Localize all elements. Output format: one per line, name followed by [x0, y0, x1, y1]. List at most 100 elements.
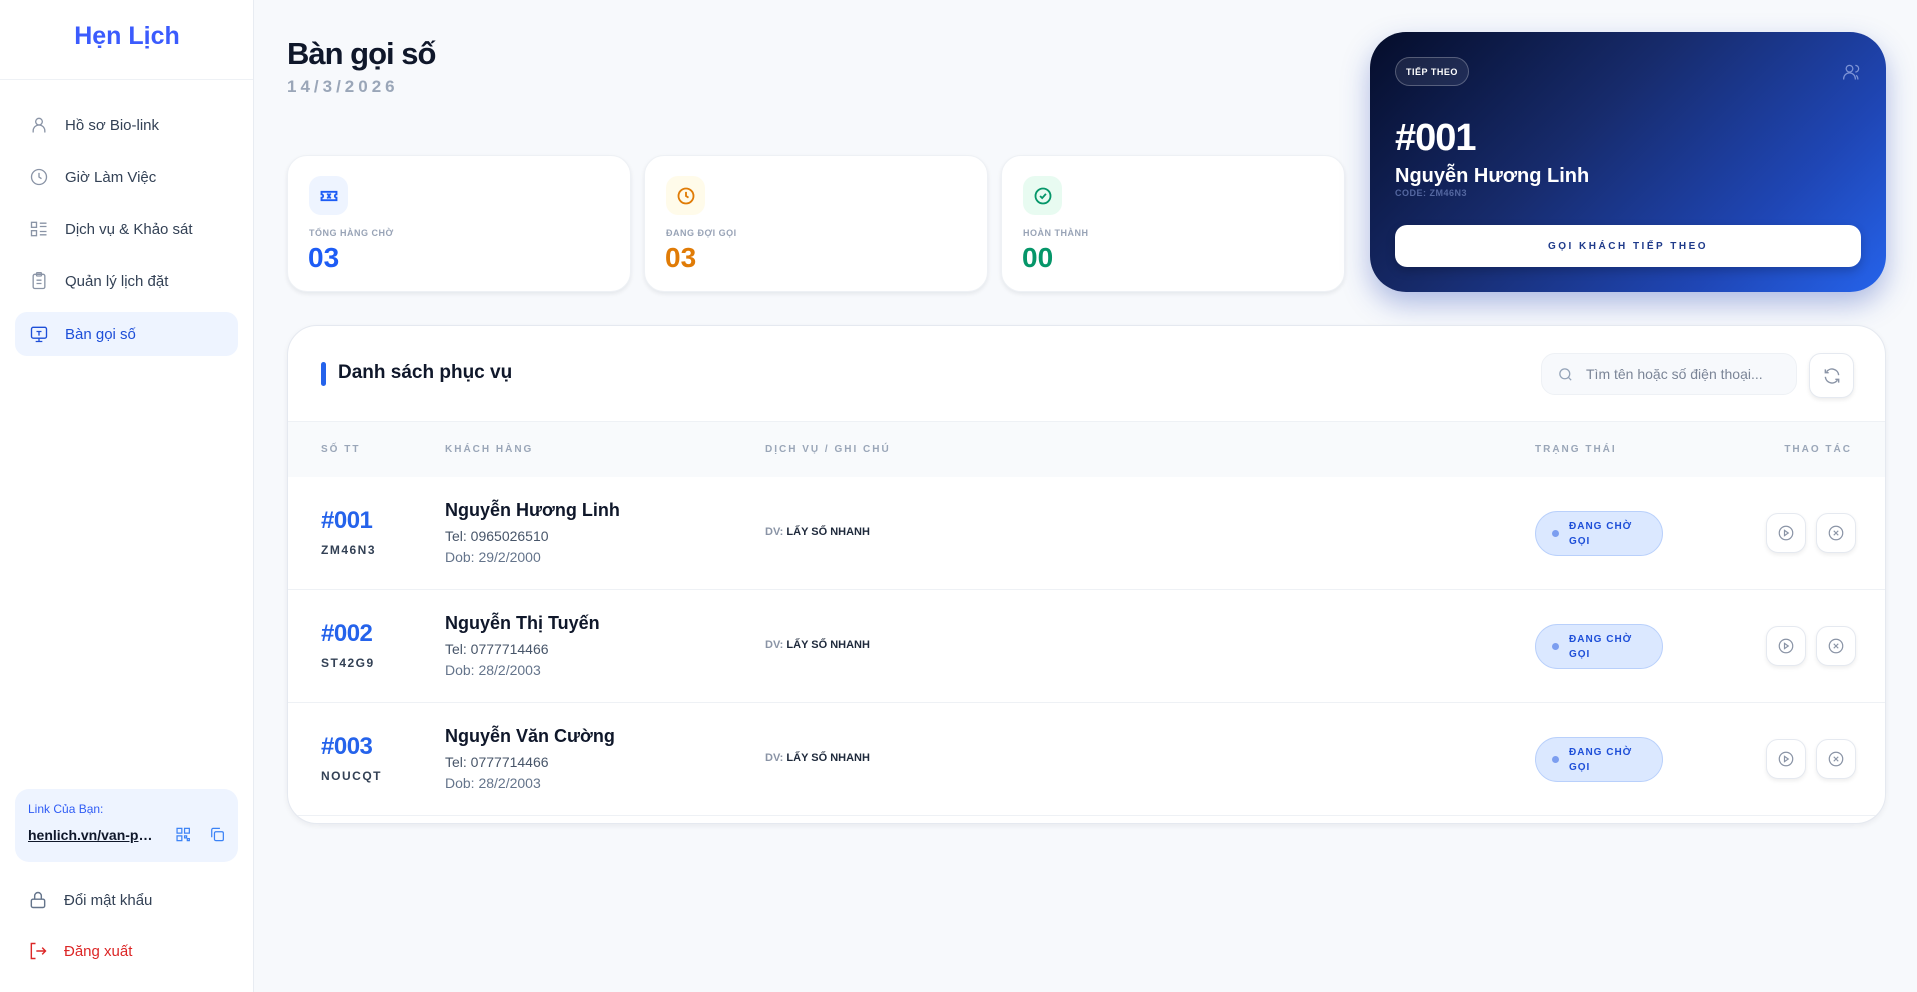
ticket-icon — [320, 190, 337, 201]
customer-name: Nguyễn Văn Cường — [445, 726, 615, 746]
sidebar-item-working-hours[interactable]: Giờ Làm Việc — [15, 155, 238, 199]
refresh-icon — [1824, 367, 1839, 384]
customer-name: Nguyễn Hương Linh — [445, 500, 620, 520]
x-circle-icon — [1828, 525, 1844, 541]
next-number: #001 — [1395, 117, 1477, 159]
call-button[interactable] — [1766, 626, 1806, 666]
service-name: LẤY SỐ NHANH — [786, 639, 870, 651]
copy-icon[interactable] — [209, 826, 225, 843]
next-customer-card: TIẾP THEO #001 Nguyễn Hương Linh CODE: Z… — [1370, 32, 1886, 292]
call-button[interactable] — [1766, 739, 1806, 779]
cancel-button[interactable] — [1816, 626, 1856, 666]
check-circle-icon — [1034, 187, 1051, 204]
status-dot — [1552, 756, 1559, 763]
list-title: Danh sách phục vụ — [338, 362, 513, 383]
logout-label: Đăng xuất — [64, 942, 133, 960]
column-header: DỊCH VỤ / GHI CHÚ — [765, 444, 891, 455]
customer-code: NOUCQT — [321, 769, 382, 783]
stat-card-waiting: ĐANG ĐỢI GỌI 03 — [644, 155, 988, 292]
status-badge: ĐANG CHỜ GỌI — [1535, 511, 1663, 556]
column-header: SỐ TT — [321, 444, 361, 455]
your-link-box: Link Của Bạn: henlich.vn/van-ph... — [15, 789, 238, 862]
column-header: TRẠNG THÁI — [1535, 444, 1617, 455]
service-name: LẤY SỐ NHANH — [786, 526, 870, 538]
table-row: #002 ST42G9 Nguyễn Thị Tuyến Tel: 077771… — [288, 590, 1885, 703]
service-label: DV: — [765, 526, 784, 538]
sidebar-item-label: Quản lý lịch đặt — [65, 272, 169, 290]
stat-card-total: TỔNG HÀNG CHỜ 03 — [287, 155, 631, 292]
status-text: ĐANG CHỜ GỌI — [1569, 520, 1633, 547]
customer-code: ZM46N3 — [321, 543, 377, 557]
customer-dob: Dob: 29/2/2000 — [445, 549, 541, 565]
status-badge: ĐANG CHỜ GỌI — [1535, 624, 1663, 669]
stat-card-completed: HOÀN THÀNH 00 — [1001, 155, 1345, 292]
page-title: Bàn gọi số — [287, 36, 436, 71]
sidebar: Hẹn Lịch Hồ sơ Bio-link Giờ Làm Việc Dịc… — [0, 0, 254, 992]
call-button[interactable] — [1766, 513, 1806, 553]
list-icon — [30, 221, 47, 237]
service-name: LẤY SỐ NHANH — [786, 752, 870, 764]
search-icon — [1559, 367, 1572, 381]
service-label: DV: — [765, 752, 784, 764]
sidebar-item-label: Hồ sơ Bio-link — [65, 116, 160, 134]
status-text: ĐANG CHỜ GỌI — [1569, 746, 1633, 773]
sidebar-item-label: Dịch vụ & Khảo sát — [65, 220, 193, 238]
search-box[interactable] — [1541, 353, 1797, 395]
divider — [0, 79, 253, 80]
status-text: ĐANG CHỜ GỌI — [1569, 633, 1633, 660]
x-circle-icon — [1828, 638, 1844, 654]
sidebar-item-bookings[interactable]: Quản lý lịch đặt — [15, 259, 238, 303]
table-header: SỐ TT KHÁCH HÀNG DỊCH VỤ / GHI CHÚ TRẠNG… — [288, 421, 1885, 477]
status-dot — [1552, 643, 1559, 650]
customer-code: ST42G9 — [321, 656, 375, 670]
logo[interactable]: Hẹn Lịch — [74, 22, 180, 50]
stat-label: HOÀN THÀNH — [1023, 228, 1089, 238]
column-header: THAO TÁC — [1784, 444, 1852, 455]
status-badge: ĐANG CHỜ GỌI — [1535, 737, 1663, 782]
queue-number: #003 — [321, 733, 373, 760]
change-password-button[interactable]: Đổi mật khẩu — [28, 890, 152, 910]
page-date: 14/3/2026 — [287, 77, 399, 96]
next-badge: TIẾP THEO — [1395, 57, 1469, 86]
service-note: DV: LẤY SỐ NHANH — [765, 752, 870, 764]
queue-number: #002 — [321, 620, 373, 647]
sidebar-item-services[interactable]: Dịch vụ & Khảo sát — [15, 207, 238, 251]
table-row: #003 NOUCQT Nguyễn Văn Cường Tel: 077771… — [288, 703, 1885, 816]
customer-phone: Tel: 0965026510 — [445, 528, 549, 544]
next-name: Nguyễn Hương Linh — [1395, 165, 1590, 187]
sidebar-item-label: Giờ Làm Việc — [65, 168, 157, 186]
service-list-panel: Danh sách phục vụ SỐ TT KHÁCH HÀNG DỊCH … — [287, 325, 1886, 824]
user-icon — [32, 117, 46, 133]
stat-label: ĐANG ĐỢI GỌI — [666, 228, 737, 238]
users-icon — [1843, 64, 1860, 80]
clock-icon — [30, 168, 48, 186]
refresh-button[interactable] — [1809, 353, 1854, 398]
customer-dob: Dob: 28/2/2003 — [445, 662, 541, 678]
play-circle-icon — [1778, 525, 1794, 541]
customer-phone: Tel: 0777714466 — [445, 754, 549, 770]
stat-value: 03 — [308, 242, 340, 273]
sidebar-item-call-desk[interactable]: Bàn gọi số — [15, 312, 238, 356]
stat-value: 03 — [665, 242, 697, 273]
cancel-button[interactable] — [1816, 513, 1856, 553]
search-input[interactable] — [1586, 366, 1786, 382]
sidebar-item-bio-link[interactable]: Hồ sơ Bio-link — [15, 103, 238, 147]
bio-link-url[interactable]: henlich.vn/van-ph... — [28, 826, 159, 843]
clock-icon — [677, 187, 694, 204]
customer-phone: Tel: 0777714466 — [445, 641, 549, 657]
logout-icon — [30, 942, 47, 960]
logout-button[interactable]: Đăng xuất — [28, 941, 132, 961]
customer-name: Nguyễn Thị Tuyến — [445, 613, 600, 633]
call-next-button[interactable]: GỌI KHÁCH TIẾP THEO — [1395, 225, 1861, 267]
stat-label: TỔNG HÀNG CHỜ — [309, 228, 394, 238]
stat-value: 00 — [1022, 242, 1054, 273]
service-note: DV: LẤY SỐ NHANH — [765, 526, 870, 538]
x-circle-icon — [1828, 751, 1844, 767]
lock-icon — [30, 891, 46, 909]
next-code: CODE: ZM46N3 — [1395, 188, 1468, 198]
cancel-button[interactable] — [1816, 739, 1856, 779]
monitor-icon — [30, 326, 48, 343]
play-circle-icon — [1778, 751, 1794, 767]
change-password-label: Đổi mật khẩu — [64, 891, 153, 909]
qr-code-icon[interactable] — [175, 826, 191, 843]
